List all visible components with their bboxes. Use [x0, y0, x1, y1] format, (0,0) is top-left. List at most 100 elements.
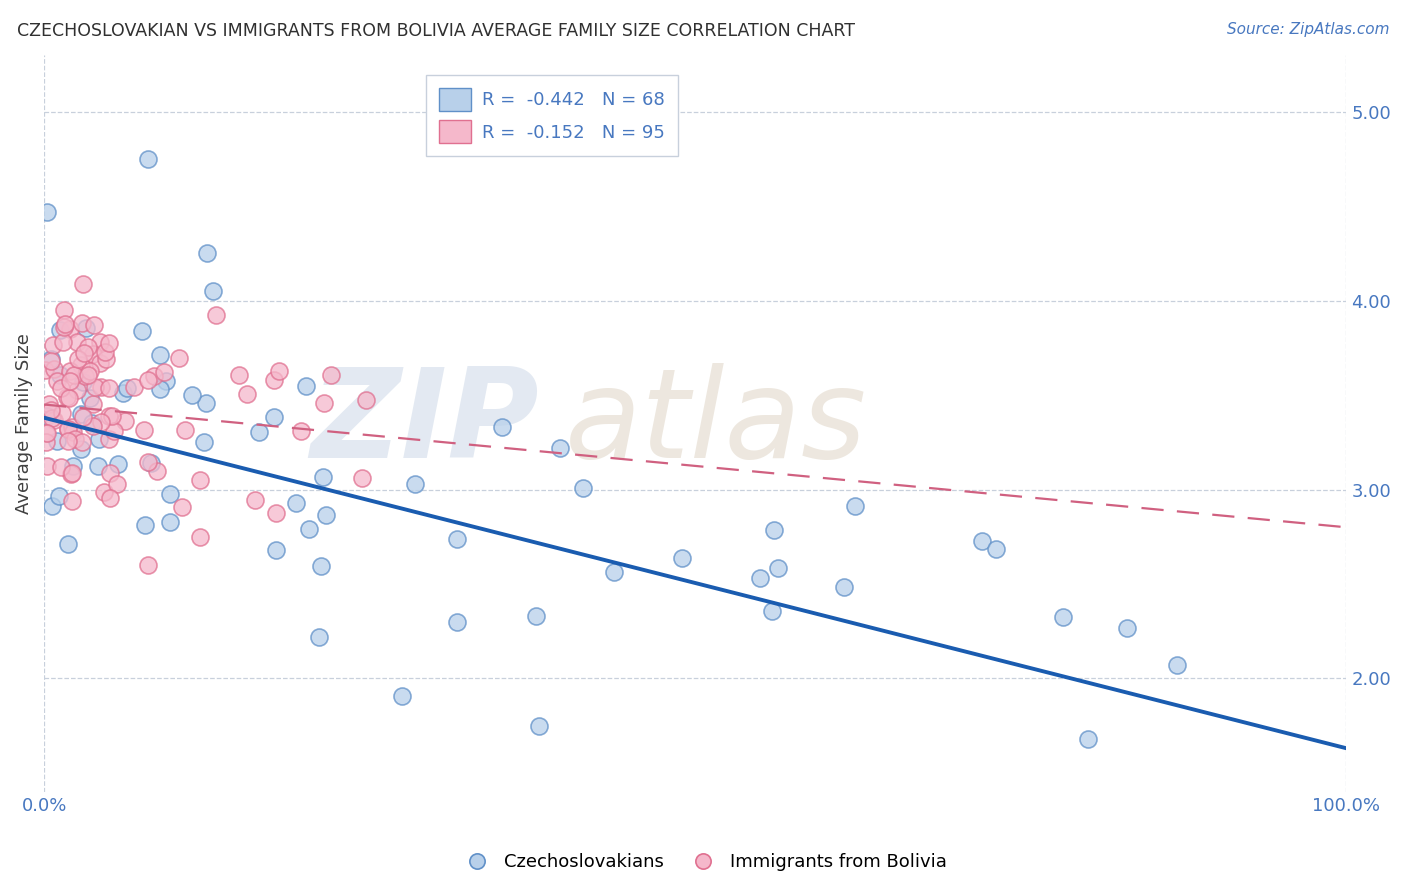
Point — [72, 410, 94, 425]
Point — [39, 354, 62, 368]
Point — [76, 340, 98, 354]
Point — [315, 508, 337, 523]
Point — [228, 368, 250, 382]
Point — [314, 396, 336, 410]
Point — [115, 381, 138, 395]
Point — [308, 631, 330, 645]
Point — [62, 425, 84, 439]
Point — [62, 368, 84, 382]
Point — [98, 433, 121, 447]
Point — [52, 334, 75, 349]
Point — [60, 467, 83, 481]
Point — [319, 368, 342, 383]
Point — [190, 530, 212, 544]
Point — [45, 434, 67, 448]
Point — [264, 543, 287, 558]
Text: ZIP: ZIP — [311, 363, 538, 484]
Point — [572, 481, 595, 495]
Point — [35, 425, 58, 440]
Point — [72, 375, 94, 389]
Point — [63, 432, 86, 446]
Point — [58, 422, 80, 436]
Point — [39, 402, 62, 417]
Point — [34, 362, 56, 376]
Point — [58, 537, 80, 551]
Point — [38, 397, 60, 411]
Point — [55, 390, 77, 404]
Point — [970, 534, 993, 549]
Point — [75, 368, 97, 383]
Point — [749, 571, 772, 585]
Point — [136, 152, 159, 166]
Point — [1052, 610, 1074, 624]
Point — [39, 352, 62, 367]
Point — [76, 368, 98, 382]
Point — [49, 368, 72, 382]
Point — [45, 374, 67, 388]
Point — [180, 388, 202, 402]
Point — [205, 308, 228, 322]
Point — [94, 352, 117, 367]
Point — [79, 392, 101, 406]
Point — [491, 420, 513, 434]
Point — [174, 423, 197, 437]
Point — [131, 324, 153, 338]
Point — [193, 434, 215, 449]
Point — [41, 499, 63, 513]
Point — [52, 303, 75, 318]
Point — [1115, 621, 1137, 635]
Point — [832, 580, 855, 594]
Text: Source: ZipAtlas.com: Source: ZipAtlas.com — [1226, 22, 1389, 37]
Point — [105, 477, 128, 491]
Point — [267, 363, 290, 377]
Point — [290, 424, 312, 438]
Point — [35, 458, 58, 473]
Point — [97, 335, 120, 350]
Point — [142, 368, 165, 383]
Point — [70, 358, 93, 372]
Point — [103, 424, 125, 438]
Point — [56, 434, 79, 448]
Point — [149, 382, 172, 396]
Point — [136, 373, 159, 387]
Point — [671, 551, 693, 566]
Point — [111, 386, 134, 401]
Point — [79, 364, 101, 378]
Point — [90, 415, 112, 429]
Point — [70, 407, 93, 421]
Point — [89, 356, 111, 370]
Point — [59, 322, 82, 336]
Point — [446, 532, 468, 546]
Point — [82, 347, 104, 361]
Point — [298, 522, 321, 536]
Point — [48, 323, 70, 337]
Point — [82, 397, 104, 411]
Point — [53, 317, 76, 331]
Point — [149, 348, 172, 362]
Point — [72, 277, 94, 291]
Point — [41, 411, 63, 425]
Point — [136, 558, 159, 572]
Point — [169, 351, 191, 365]
Point — [263, 410, 285, 425]
Point — [762, 524, 785, 538]
Point — [766, 561, 789, 575]
Point — [87, 459, 110, 474]
Point — [66, 384, 89, 398]
Point — [66, 352, 89, 367]
Point — [404, 477, 426, 491]
Point — [98, 466, 121, 480]
Point — [202, 284, 225, 298]
Point — [1166, 658, 1188, 673]
Point — [62, 458, 84, 473]
Point — [66, 335, 89, 350]
Point — [391, 689, 413, 703]
Point — [312, 470, 335, 484]
Point — [170, 500, 193, 515]
Point — [548, 441, 571, 455]
Point — [263, 374, 285, 388]
Point — [60, 466, 83, 480]
Point — [986, 541, 1008, 556]
Point — [35, 409, 58, 423]
Point — [35, 435, 58, 450]
